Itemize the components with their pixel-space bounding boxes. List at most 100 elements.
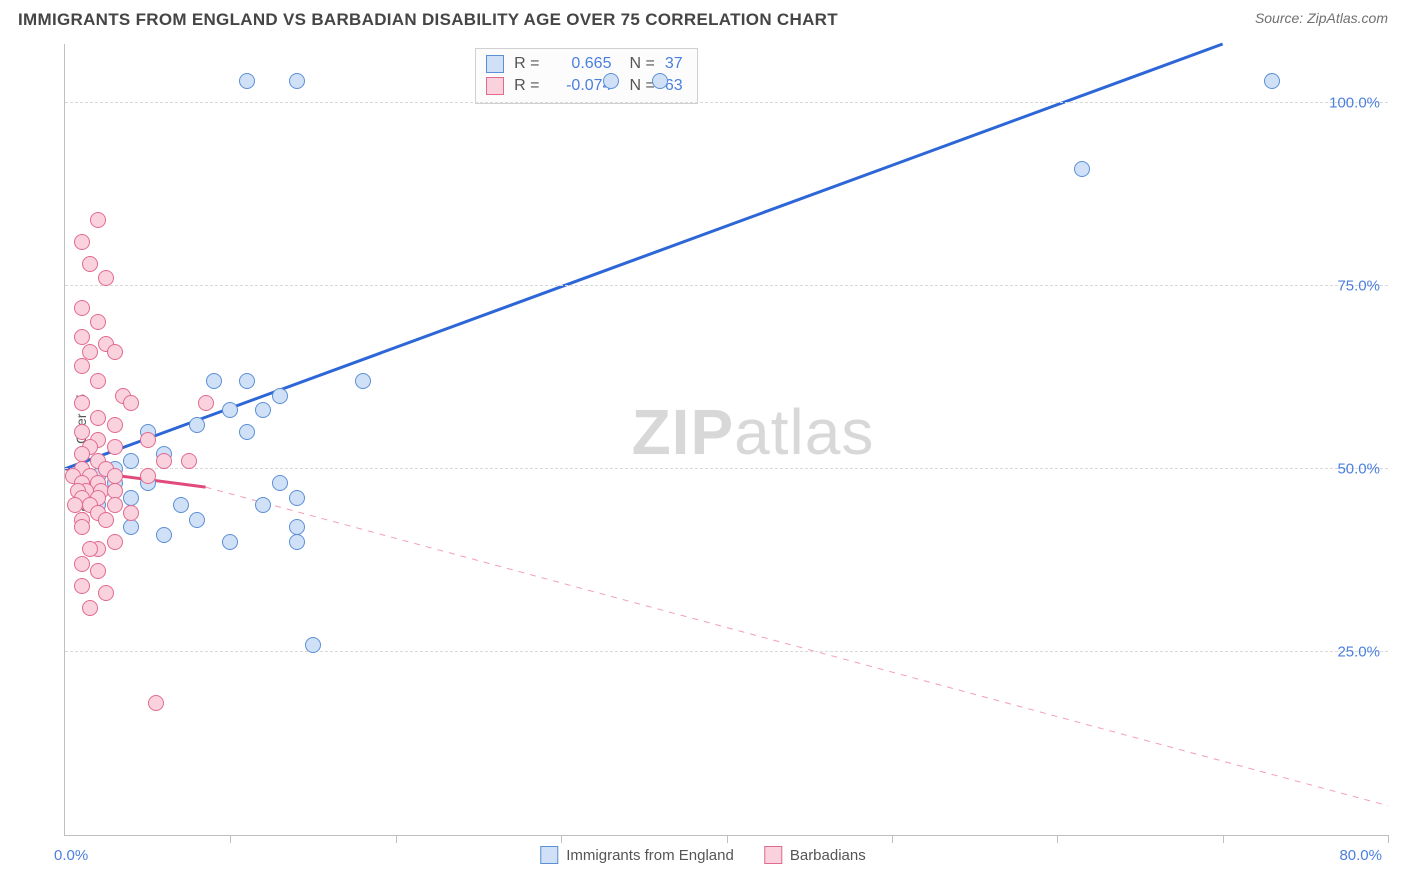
corr-n-value: 37 [665,53,683,75]
data-point [82,256,98,272]
trendlines-svg [65,44,1388,835]
x-tick [561,835,562,843]
data-point [222,402,238,418]
data-point [652,73,668,89]
data-point [148,695,164,711]
gridline [65,468,1388,469]
data-point [90,212,106,228]
data-point [90,373,106,389]
data-point [74,234,90,250]
data-point [90,314,106,330]
data-point [1264,73,1280,89]
data-point [255,497,271,513]
data-point [123,453,139,469]
corr-r-label: R = [514,75,539,97]
legend-swatch [540,846,558,864]
gridline [65,102,1388,103]
data-point [140,468,156,484]
data-point [74,329,90,345]
x-tick [1388,835,1389,843]
x-end-label: 80.0% [1339,847,1382,864]
data-point [74,556,90,572]
data-point [189,417,205,433]
watermark-zip: ZIP [632,396,735,468]
legend-swatch [764,846,782,864]
data-point [123,490,139,506]
data-point [1074,161,1090,177]
x-tick [1223,835,1224,843]
data-point [140,432,156,448]
legend-item: Barbadians [764,846,866,864]
data-point [305,637,321,653]
data-point [74,578,90,594]
data-point [255,402,271,418]
data-point [206,373,222,389]
data-point [107,439,123,455]
watermark: ZIPatlas [632,395,875,469]
legend-swatch [486,77,504,95]
source-label: Source: [1255,10,1303,26]
data-point [222,534,238,550]
data-point [74,519,90,535]
data-point [173,497,189,513]
x-tick [727,835,728,843]
corr-n-label: N = [629,75,654,97]
data-point [98,512,114,528]
data-point [98,270,114,286]
data-point [107,417,123,433]
gridline [65,285,1388,286]
data-point [67,497,83,513]
y-tick-label: 100.0% [1329,94,1380,111]
data-point [74,358,90,374]
data-point [74,395,90,411]
x-tick [892,835,893,843]
data-point [107,344,123,360]
legend-item: Immigrants from England [540,846,734,864]
data-point [123,505,139,521]
x-tick [396,835,397,843]
data-point [272,388,288,404]
y-tick-label: 50.0% [1337,460,1380,477]
data-point [272,475,288,491]
data-point [107,497,123,513]
x-tick [230,835,231,843]
data-point [239,424,255,440]
correlation-row: R =0.665N =37 [486,53,682,75]
corr-n-label: N = [629,53,654,75]
data-point [355,373,371,389]
data-point [239,373,255,389]
data-point [98,585,114,601]
corr-r-label: R = [514,53,539,75]
data-point [289,534,305,550]
legend-label: Barbadians [790,847,866,864]
data-point [82,344,98,360]
data-point [189,512,205,528]
trendline [65,44,1223,469]
data-point [289,73,305,89]
data-point [74,446,90,462]
chart-source: Source: ZipAtlas.com [1255,10,1388,26]
data-point [90,563,106,579]
data-point [603,73,619,89]
x-origin-label: 0.0% [54,847,88,864]
data-point [198,395,214,411]
chart-header: IMMIGRANTS FROM ENGLAND VS BARBADIAN DIS… [0,0,1406,36]
legend-swatch [486,55,504,73]
data-point [82,600,98,616]
watermark-rest: atlas [734,396,874,468]
source-value: ZipAtlas.com [1307,10,1388,26]
trendline [206,487,1388,806]
data-point [289,519,305,535]
y-tick-label: 25.0% [1337,643,1380,660]
data-point [82,541,98,557]
data-point [181,453,197,469]
data-point [74,424,90,440]
data-point [156,453,172,469]
data-point [107,534,123,550]
data-point [107,468,123,484]
data-point [123,395,139,411]
x-tick [1057,835,1058,843]
chart-area: Disability Age Over 75 ZIPatlas R =0.665… [18,44,1388,882]
data-point [289,490,305,506]
data-point [90,410,106,426]
